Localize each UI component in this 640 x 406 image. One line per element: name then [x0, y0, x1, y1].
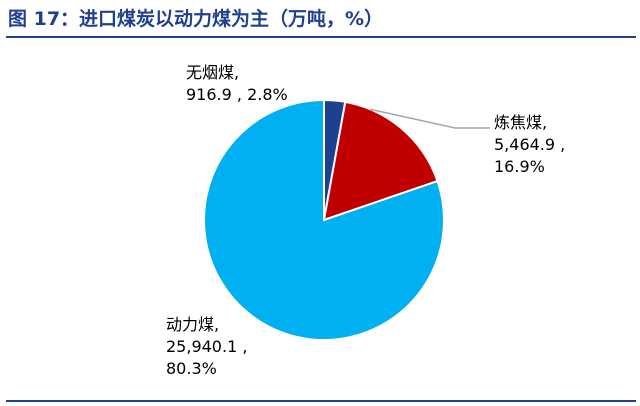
slice-label-1-line-0: 炼焦煤, — [494, 113, 547, 132]
slice-label-2-line-1: 25,940.1 , — [166, 337, 247, 356]
slice-label-2: 动力煤, 25,940.1 , 80.3% — [166, 315, 247, 378]
slice-labels: 无烟煤, 916.9 , 2.8% 炼焦煤, 5,464.9 , 16.9% 动力煤, 25… — [166, 63, 565, 378]
bottom-rule — [6, 400, 636, 402]
slice-label-1-line-2: 16.9% — [494, 157, 545, 176]
leader-line-1 — [370, 108, 490, 129]
leader-lines — [370, 108, 490, 129]
slice-label-2-line-0: 动力煤, — [166, 315, 219, 334]
slice-label-1: 炼焦煤, 5,464.9 , 16.9% — [494, 113, 565, 176]
slice-label-2-line-2: 80.3% — [166, 359, 217, 378]
pie-slices — [203, 98, 445, 341]
slice-label-0-line-1: 916.9 , 2.8% — [186, 85, 288, 104]
title-underline — [6, 36, 636, 38]
slice-label-0: 无烟煤, 916.9 , 2.8% — [186, 63, 288, 104]
pie-slice-2 — [203, 98, 445, 341]
slice-label-1-line-1: 5,464.9 , — [494, 135, 565, 154]
slice-label-0-line-0: 无烟煤, — [186, 63, 239, 82]
chart-title: 图 17：进口煤炭以动力煤为主（万吨，%） — [8, 8, 384, 30]
